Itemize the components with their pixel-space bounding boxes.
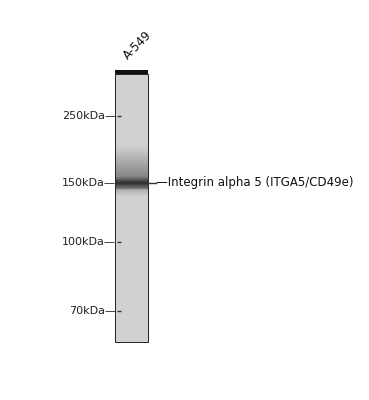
Text: —Integrin alpha 5 (ITGA5/CD49e): —Integrin alpha 5 (ITGA5/CD49e) — [156, 176, 354, 189]
Text: A-549: A-549 — [121, 28, 155, 62]
Bar — [115, 70, 148, 74]
Bar — [115, 74, 148, 342]
Text: 250kDa—: 250kDa— — [62, 111, 116, 121]
Text: 100kDa—: 100kDa— — [62, 237, 116, 247]
Text: 150kDa—: 150kDa— — [62, 178, 116, 188]
Text: 70kDa—: 70kDa— — [69, 306, 116, 316]
